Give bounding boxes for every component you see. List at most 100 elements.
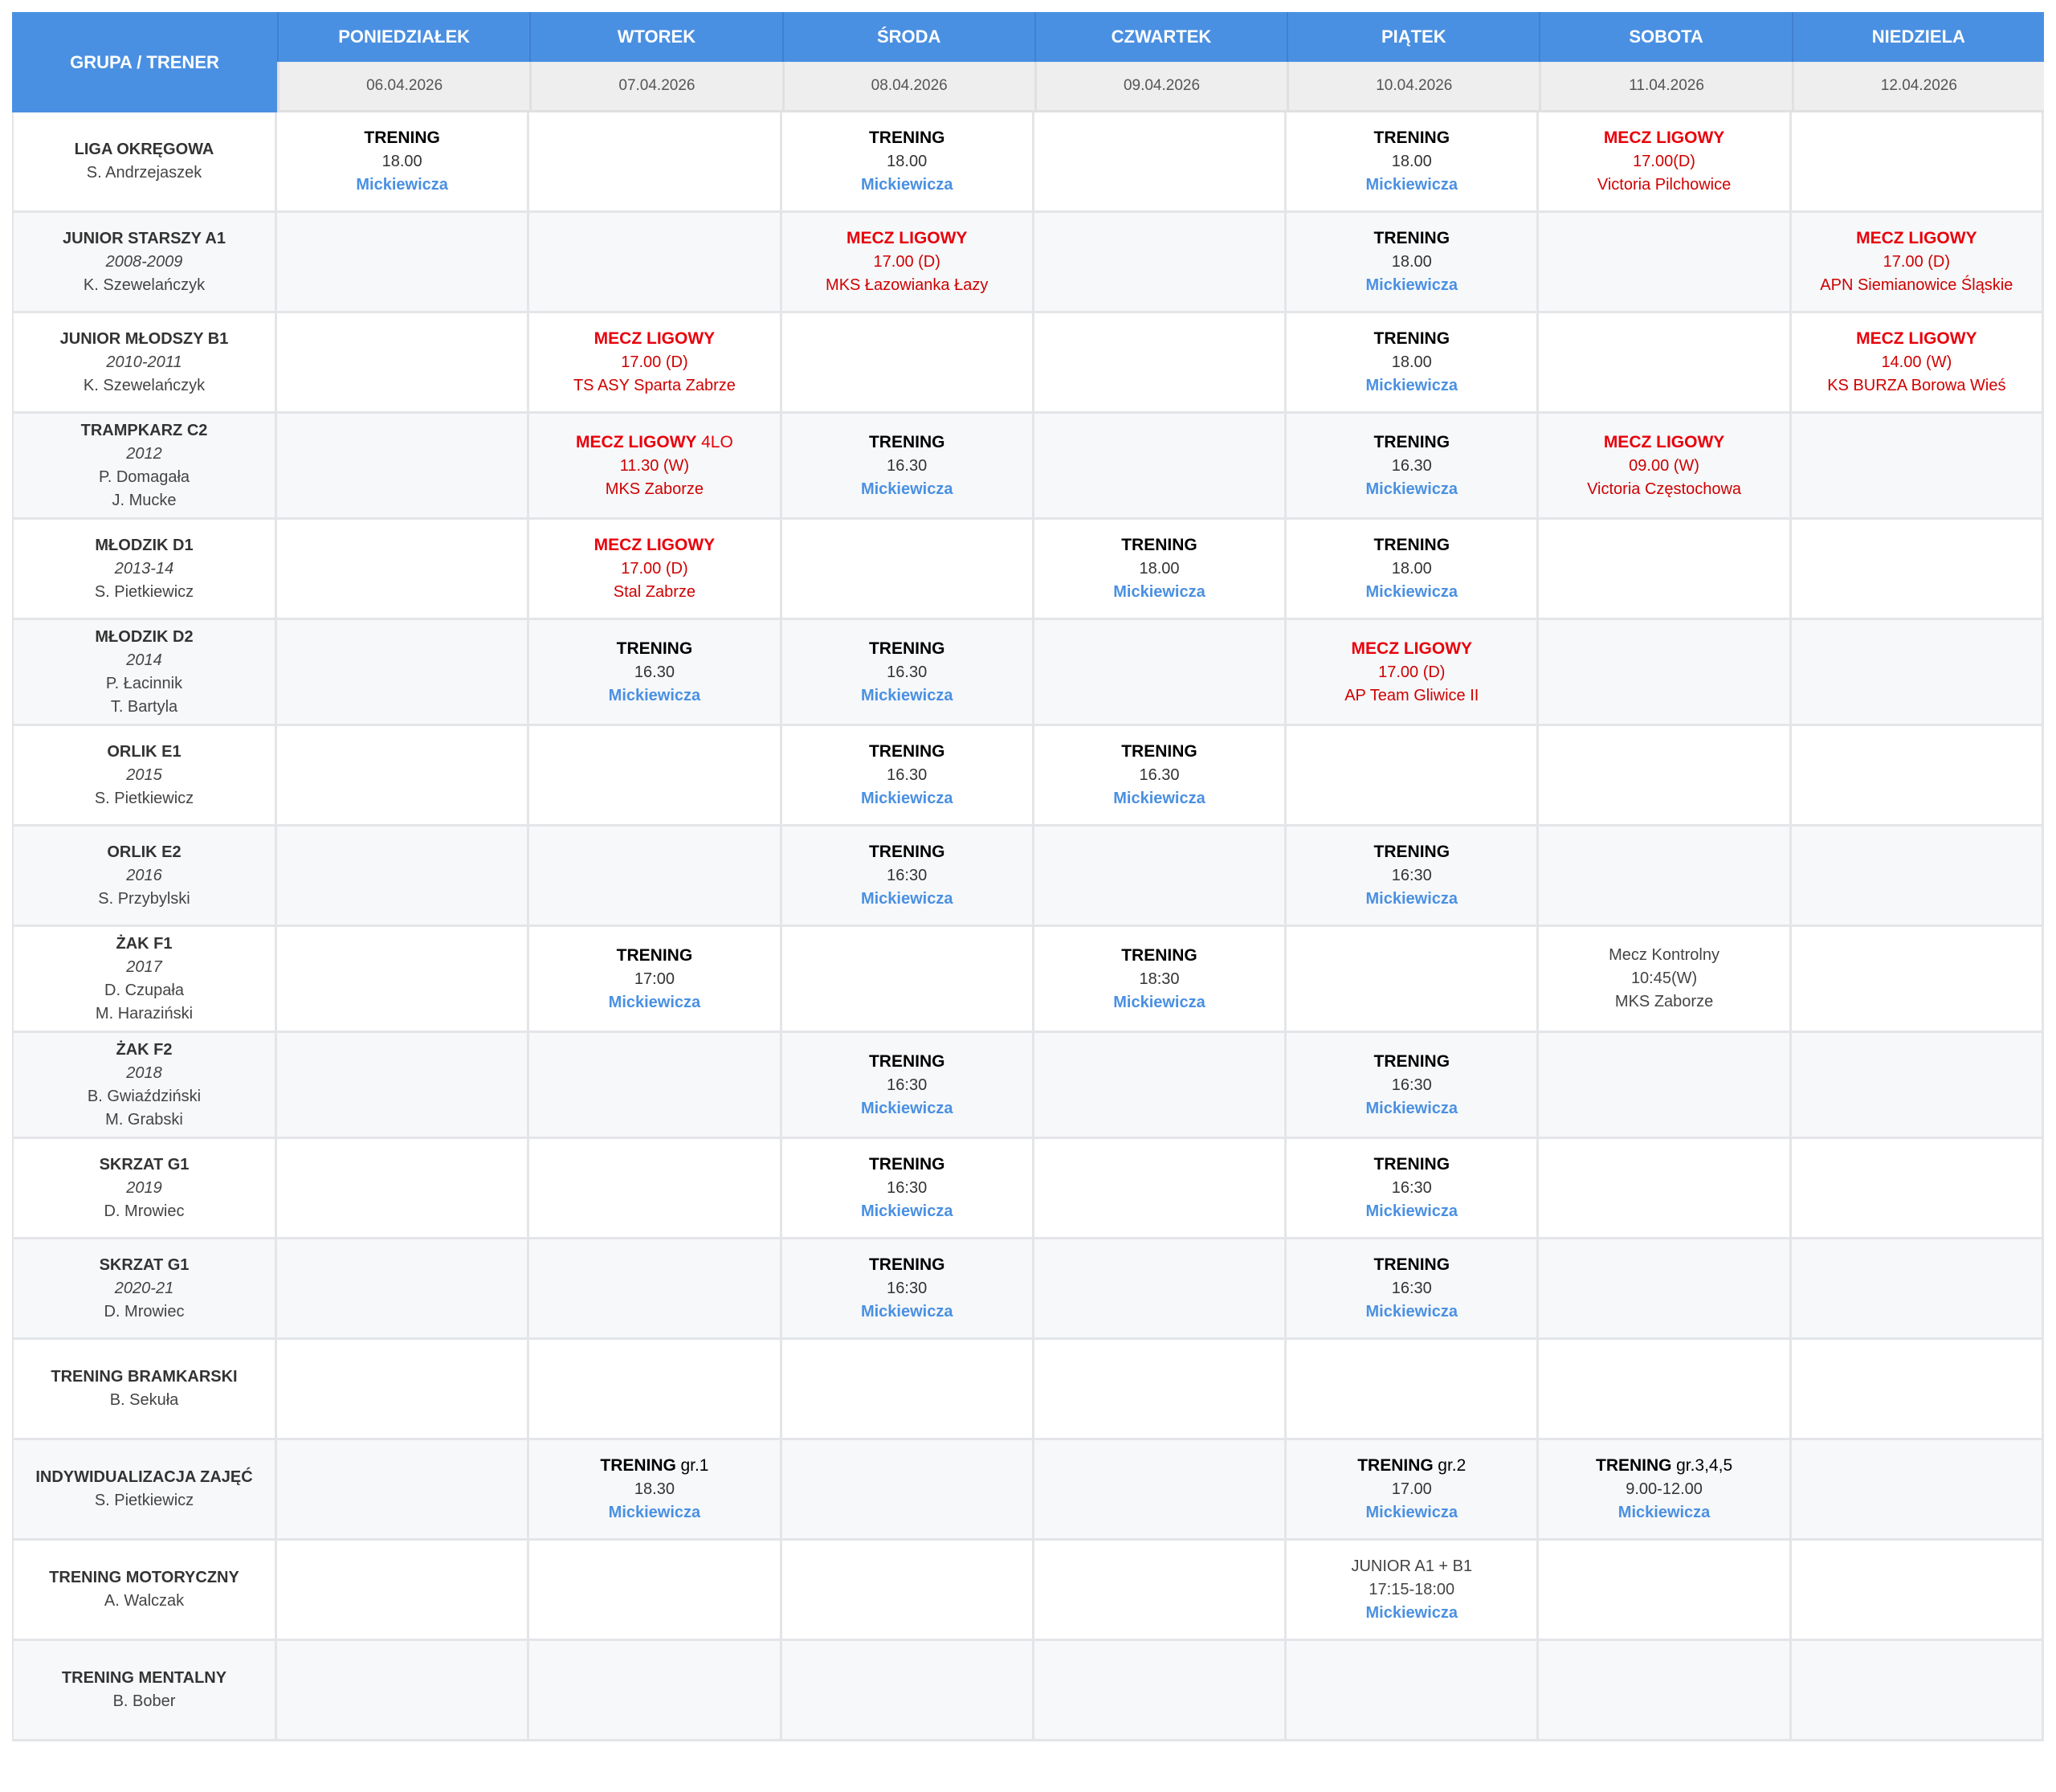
venue-link[interactable]: Mickiewicza bbox=[1365, 377, 1458, 394]
venue-link[interactable]: Mickiewicza bbox=[1365, 1603, 1458, 1622]
venue-link[interactable]: Mickiewicza bbox=[1365, 480, 1458, 498]
match-label: MECZ LIGOWY bbox=[1603, 432, 1725, 451]
day-header: PIĄTEK bbox=[1287, 12, 1540, 62]
match-label-line: MECZ LIGOWY bbox=[1604, 431, 1725, 455]
empty-slot bbox=[529, 1541, 782, 1641]
empty-slot bbox=[529, 1340, 782, 1440]
venue-link[interactable]: Mickiewicza bbox=[860, 480, 953, 498]
venue-link-line: Mickiewicza bbox=[1113, 581, 1205, 604]
event-time-line: 16.30 bbox=[1392, 455, 1432, 478]
event-type: TRENING bbox=[868, 1255, 945, 1274]
venue-link[interactable]: Mickiewicza bbox=[1113, 790, 1205, 807]
schedule-entry: TRENING 18.00 Mickiewicza bbox=[1287, 112, 1540, 213]
event-note: Mecz Kontrolny bbox=[1609, 946, 1719, 964]
venue-link[interactable]: Mickiewicza bbox=[1365, 890, 1458, 908]
group-years: 2012 bbox=[126, 444, 162, 463]
venue-link[interactable]: Mickiewicza bbox=[860, 1099, 953, 1117]
group-cell: MŁODZIK D2 2014 P. Łacinnik T. Bartyla bbox=[12, 620, 277, 726]
venue-link[interactable]: Mickiewicza bbox=[1365, 176, 1458, 194]
venue-link-line: Mickiewicza bbox=[1113, 787, 1205, 810]
empty-slot bbox=[781, 520, 1034, 620]
empty-slot bbox=[1791, 1239, 2044, 1340]
group-name: JUNIOR MŁODSZY B1 bbox=[59, 329, 229, 348]
empty-slot bbox=[277, 414, 530, 520]
empty-slot bbox=[1791, 620, 2044, 726]
match-label-line: MECZ LIGOWY bbox=[1856, 327, 1977, 351]
empty-slot bbox=[1539, 1139, 1792, 1239]
venue-link-line: Mickiewicza bbox=[1366, 1602, 1458, 1625]
venue-link[interactable]: Mickiewicza bbox=[860, 1202, 953, 1220]
venue-link-line: Mickiewicza bbox=[1366, 581, 1458, 604]
schedule-entry: TRENING gr.3,4,5 9.00-12.00 Mickiewicza bbox=[1539, 1440, 1792, 1541]
venue-link[interactable]: Mickiewicza bbox=[608, 1504, 701, 1521]
empty-slot bbox=[1539, 827, 1792, 927]
venue-link[interactable]: Mickiewicza bbox=[860, 890, 953, 908]
empty-slot bbox=[1287, 1340, 1540, 1440]
schedule-entry: TRENING gr.1 18.30 Mickiewicza bbox=[529, 1440, 782, 1541]
venue-link[interactable]: Mickiewicza bbox=[1365, 1202, 1458, 1220]
schedule-entry: TRENING 16:30 Mickiewicza bbox=[781, 1139, 1034, 1239]
venue-link[interactable]: Mickiewicza bbox=[1113, 993, 1205, 1011]
schedule-entry: MECZ LIGOWY 17.00 (D) AP Team Gliwice II bbox=[1287, 620, 1540, 726]
venue-link[interactable]: Mickiewicza bbox=[356, 176, 448, 194]
event-type: TRENING bbox=[616, 639, 693, 658]
venue-link[interactable]: Mickiewicza bbox=[860, 1303, 953, 1321]
opponent-name-line: KS BURZA Borowa Wieś bbox=[1827, 374, 2005, 398]
venue-link[interactable]: Mickiewicza bbox=[608, 686, 701, 704]
empty-slot bbox=[529, 827, 782, 927]
event-time-line: 16.30 bbox=[887, 764, 927, 787]
group-name: TRAMPKARZ C2 bbox=[80, 421, 208, 439]
group-coach-header: GRUPA / TRENER bbox=[12, 12, 277, 112]
venue-link[interactable]: Mickiewicza bbox=[860, 790, 953, 807]
opponent-name-line: TS ASY Sparta Zabrze bbox=[573, 374, 736, 398]
event-type: TRENING bbox=[868, 432, 945, 451]
venue-link[interactable]: Mickiewicza bbox=[608, 993, 701, 1011]
event-type: TRENING bbox=[1121, 742, 1197, 761]
venue-link[interactable]: Mickiewicza bbox=[1365, 1099, 1458, 1117]
event-type-line: TRENING bbox=[1374, 1050, 1450, 1074]
event-type: TRENING bbox=[600, 1456, 676, 1475]
match-label-line: MECZ LIGOWY bbox=[1856, 227, 1977, 251]
event-time: 16:30 bbox=[887, 867, 928, 884]
venue-link[interactable]: Mickiewicza bbox=[860, 686, 953, 704]
group-years: 2016 bbox=[126, 866, 162, 884]
schedule-entry: TRENING 18.00 Mickiewicza bbox=[781, 112, 1034, 213]
event-time: 17:00 bbox=[634, 969, 675, 988]
coach-name: M. Grabski bbox=[105, 1110, 183, 1129]
match-label-line: MECZ LIGOWY bbox=[594, 327, 716, 351]
event-time: 9.00-12.00 bbox=[1626, 1480, 1703, 1498]
opponent-name: APN Siemianowice Śląskie bbox=[1820, 276, 2013, 294]
empty-slot bbox=[781, 1440, 1034, 1541]
venue-link[interactable]: Mickiewicza bbox=[1113, 583, 1205, 601]
venue-link[interactable]: Mickiewicza bbox=[1365, 583, 1458, 601]
group-cell: JUNIOR STARSZY A1 2008-2009 K. Szewelańczy… bbox=[12, 213, 277, 313]
event-time: 16.30 bbox=[1391, 456, 1432, 475]
event-type-line: TRENING bbox=[869, 431, 945, 455]
schedule-entry: TRENING 16.30 Mickiewicza bbox=[1034, 726, 1287, 827]
empty-slot bbox=[1539, 520, 1792, 620]
opponent-name-line: MKS Zaborze bbox=[606, 478, 704, 501]
empty-slot bbox=[781, 1641, 1034, 1741]
event-type: TRENING bbox=[1596, 1456, 1672, 1475]
venue-link-line: Mickiewicza bbox=[861, 787, 953, 810]
schedule-entry: TRENING 16.30 Mickiewicza bbox=[781, 620, 1034, 726]
venue-link[interactable]: Mickiewicza bbox=[1365, 276, 1458, 294]
event-type-line: TRENING bbox=[869, 637, 945, 661]
empty-slot bbox=[1287, 927, 1540, 1033]
empty-slot bbox=[1539, 1033, 1792, 1139]
event-time: 16.30 bbox=[634, 663, 675, 681]
group-cell: LIGA OKRĘGOWA S. Andrzejaszek bbox=[12, 112, 277, 213]
empty-slot bbox=[529, 112, 782, 213]
venue-link[interactable]: Mickiewicza bbox=[1365, 1303, 1458, 1321]
event-time: 16:30 bbox=[1391, 1179, 1432, 1197]
empty-slot bbox=[529, 1641, 782, 1741]
match-time-line: 17.00(D) bbox=[1633, 150, 1695, 173]
venue-link[interactable]: Mickiewicza bbox=[860, 176, 953, 194]
event-suffix: gr.2 bbox=[1438, 1456, 1467, 1475]
group-cell: JUNIOR MŁODSZY B1 2010-2011 K. Szewelańczy… bbox=[12, 313, 277, 414]
venue-link-line: Mickiewicza bbox=[1618, 1501, 1711, 1525]
venue-link[interactable]: Mickiewicza bbox=[1617, 1504, 1711, 1521]
event-type: TRENING bbox=[1373, 536, 1450, 554]
venue-link[interactable]: Mickiewicza bbox=[1365, 1504, 1458, 1521]
event-type-line: TRENING bbox=[1121, 944, 1197, 968]
